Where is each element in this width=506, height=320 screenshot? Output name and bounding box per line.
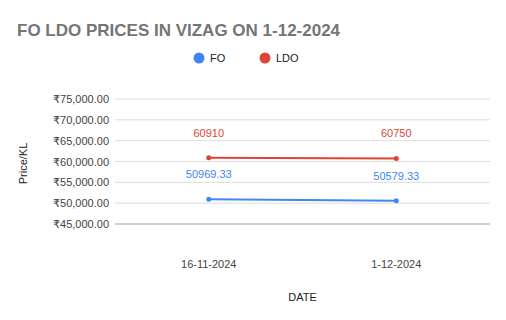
legend: FO LDO	[194, 52, 300, 64]
data-label: 60750	[381, 127, 412, 139]
data-label: 60910	[193, 127, 224, 139]
y-tick-label: ₹50,000.00	[53, 197, 109, 209]
data-labels: 50969.33 50579.33 60910 60750	[186, 127, 419, 182]
y-axis-label: Price/KL	[17, 143, 29, 185]
grid-line	[115, 140, 490, 141]
x-axis: 16-11-2024 1-12-2024	[181, 258, 421, 270]
grid-line	[115, 224, 490, 225]
grid-line	[115, 182, 490, 183]
legend-label: LDO	[276, 52, 299, 64]
grid-line	[115, 161, 490, 162]
point	[394, 156, 399, 161]
legend-swatch	[194, 53, 205, 64]
y-tick-label: ₹70,000.00	[53, 114, 109, 126]
grid-line	[115, 203, 490, 204]
background	[0, 0, 506, 320]
x-axis-label: DATE	[288, 291, 317, 303]
series-line	[209, 157, 397, 160]
point	[394, 198, 399, 203]
y-axis: ₹45,000.00 ₹50,000.00 ₹55,000.00 ₹60,000.00…	[53, 93, 490, 230]
data-label: 50579.33	[373, 170, 419, 182]
y-tick-label: ₹45,000.00	[53, 218, 109, 230]
data-label: 50969.33	[186, 168, 232, 180]
grid-line	[115, 119, 490, 120]
legend-label: FO	[210, 52, 226, 64]
point	[206, 197, 211, 202]
legend-swatch	[260, 53, 271, 64]
y-tick-label: ₹65,000.00	[53, 135, 109, 147]
x-tick-label: 1-12-2024	[371, 258, 421, 270]
title: FO LDO PRICES IN VIZAG ON 1-12-2024	[17, 21, 341, 40]
grid-line	[115, 99, 490, 100]
point	[206, 155, 211, 160]
y-tick-label: ₹60,000.00	[53, 156, 109, 168]
series-line	[209, 199, 397, 201]
plot-marks	[206, 155, 399, 203]
y-tick-label: ₹75,000.00	[53, 93, 109, 105]
y-tick-label: ₹55,000.00	[53, 176, 109, 188]
chart: FO LDO PRICES IN VIZAG ON 1-12-2024 FO LDO…	[0, 0, 506, 320]
x-tick-label: 16-11-2024	[181, 258, 236, 270]
